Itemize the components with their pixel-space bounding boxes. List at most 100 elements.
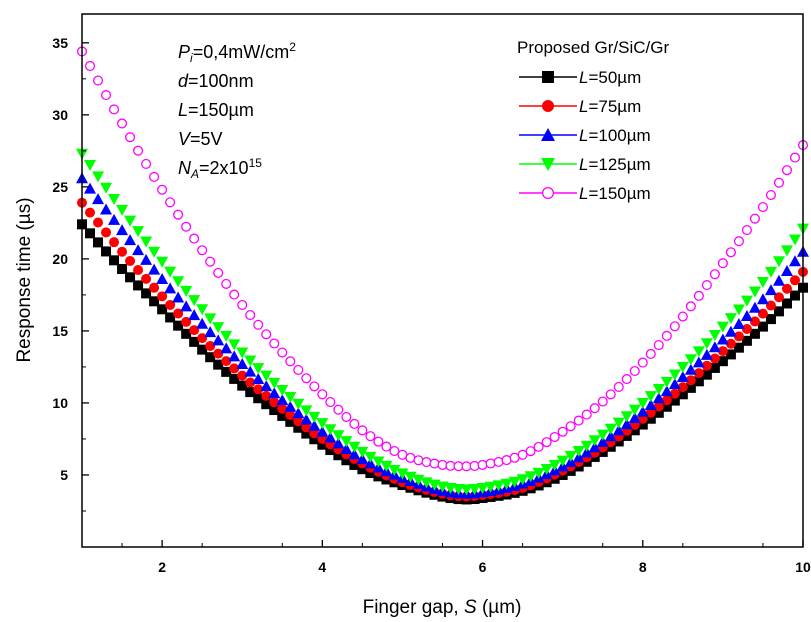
data-point [725,338,736,349]
data-point [669,395,680,406]
legend-marker [541,158,555,171]
data-point [109,255,120,266]
data-point [172,276,185,288]
data-point [253,384,264,395]
data-point [84,160,97,172]
data-point [349,459,360,470]
data-point [213,359,224,370]
y-tick-label: 25 [52,179,68,195]
data-point [652,392,665,404]
data-point [308,411,321,423]
data-point [108,213,121,225]
data-point [221,356,232,367]
data-point [605,389,616,400]
data-point [604,423,617,435]
data-point [349,418,360,429]
data-point [109,237,120,248]
data-point [309,381,320,392]
legend-title: Proposed Gr/SiC/Gr [517,38,669,57]
data-point [669,321,680,332]
data-point [765,300,776,311]
data-point [684,354,697,366]
data-point [772,274,785,286]
data-point [580,440,593,452]
data-point [685,301,696,312]
series-layer [76,46,809,505]
data-point [85,228,96,239]
data-point [636,405,649,417]
data-point [220,330,233,342]
data-point [340,436,353,448]
legend-marker [541,128,555,141]
data-point [229,363,240,374]
data-point [141,288,152,299]
data-point [108,193,121,205]
data-point [204,313,217,325]
data-point [628,404,641,416]
data-point [132,226,145,238]
data-point [661,330,672,341]
data-point [685,382,696,393]
data-point [781,165,793,176]
data-point [644,398,657,410]
y-tick-label: 20 [52,251,68,267]
data-point [677,389,688,400]
data-point [596,435,609,447]
data-point [116,224,129,236]
data-point [620,411,633,423]
data-point [237,380,248,391]
data-point [100,90,112,101]
data-point [581,409,592,420]
data-point [141,273,152,284]
data-point [189,325,200,336]
data-point [612,417,625,429]
data-point [732,317,745,329]
data-point [269,405,280,416]
data-point [324,431,337,443]
data-point [221,366,232,377]
data-point [708,341,721,353]
legend-marker [542,71,554,83]
data-point [189,336,200,347]
data-point [708,330,721,342]
data-point [101,246,112,257]
data-point [252,372,265,384]
data-point [789,290,800,301]
data-point [325,397,336,408]
data-point [756,293,769,305]
data-point [317,439,328,450]
data-point [661,401,672,412]
data-point [517,449,528,460]
legend-label: L=75µm [579,97,641,116]
data-point [197,344,208,355]
data-point [93,237,104,248]
data-point [284,400,297,412]
data-point [709,269,720,280]
data-point [621,430,632,441]
data-point [237,299,248,311]
data-point [653,401,664,412]
data-point [740,310,753,322]
data-point [124,215,137,227]
data-point [196,317,209,329]
data-point [284,391,297,403]
data-point [717,356,728,367]
y-tick-label: 10 [52,395,68,411]
data-point [92,171,105,183]
data-point [765,189,777,201]
data-point [189,233,200,244]
data-point [621,374,632,385]
data-point [164,282,177,294]
data-point [764,266,777,278]
data-point [645,407,656,418]
data-point [229,373,240,384]
y-tick-label: 15 [52,323,68,339]
data-point [316,425,329,437]
data-point [365,468,376,479]
data-point [245,309,256,321]
data-point [429,458,440,469]
data-point [292,398,305,410]
data-point [637,419,648,430]
data-point [645,348,656,360]
